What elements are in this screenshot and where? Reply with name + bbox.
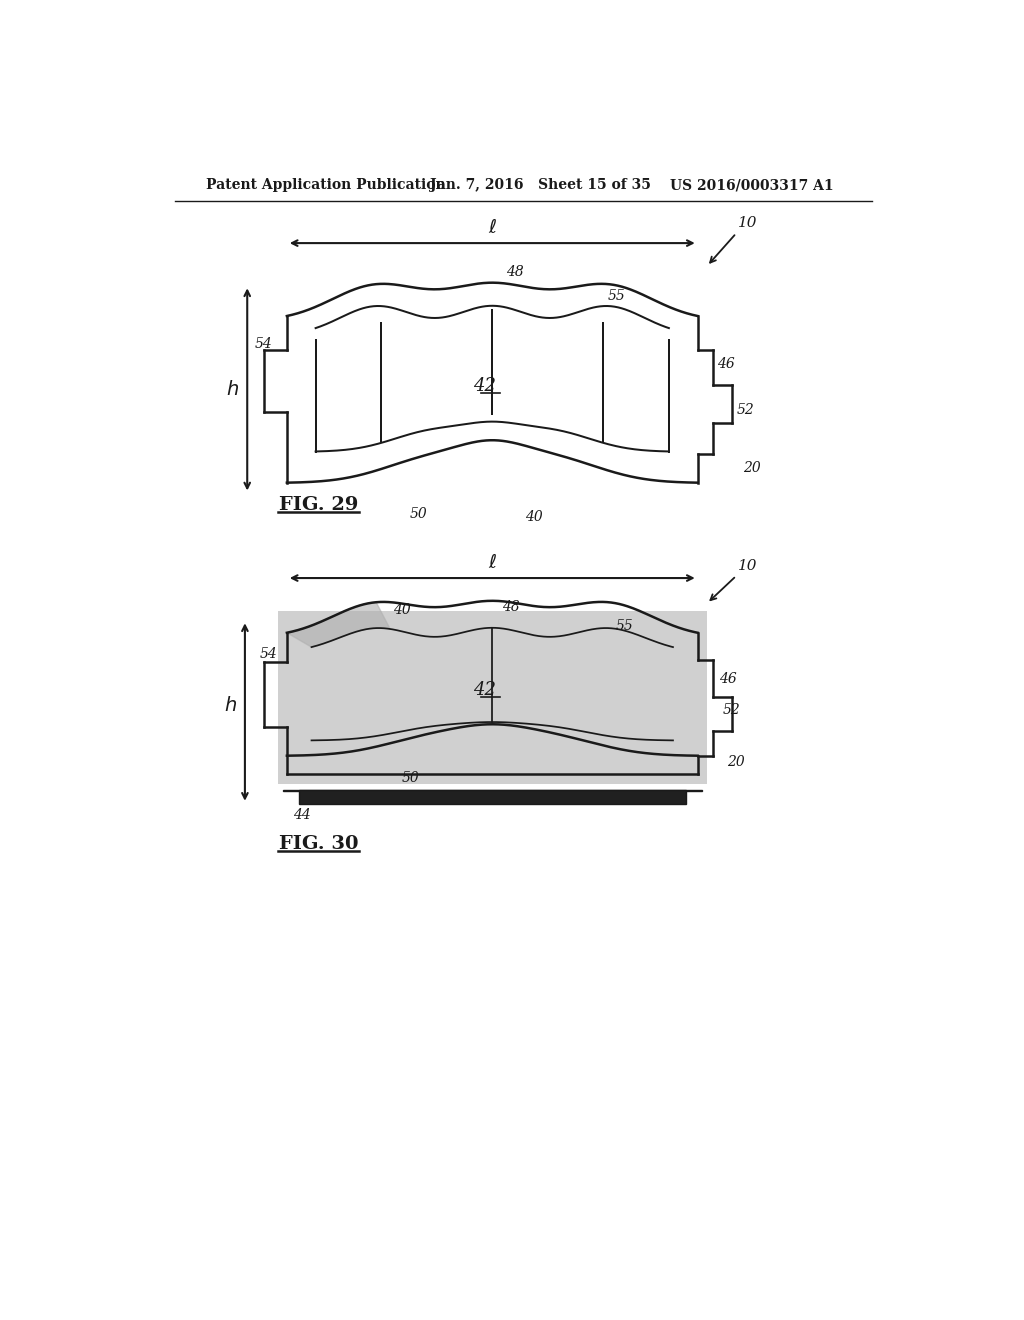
Text: 48: 48 (502, 601, 519, 614)
Text: 46: 46 (719, 672, 737, 686)
Text: 50: 50 (401, 771, 419, 784)
Polygon shape (287, 602, 390, 647)
Text: 54: 54 (260, 647, 278, 661)
Text: US 2016/0003317 A1: US 2016/0003317 A1 (671, 178, 835, 193)
Text: 54: 54 (255, 337, 273, 351)
Text: 48: 48 (506, 265, 524, 280)
Text: 40: 40 (393, 602, 411, 616)
Text: 52: 52 (736, 403, 754, 417)
Text: $h$: $h$ (226, 380, 240, 399)
Text: 10: 10 (738, 558, 758, 573)
Text: 50: 50 (410, 507, 427, 521)
Text: FIG. 29: FIG. 29 (280, 496, 358, 513)
Text: 20: 20 (727, 755, 744, 770)
Text: 10: 10 (738, 216, 758, 230)
Text: 46: 46 (717, 358, 735, 371)
Text: FIG. 30: FIG. 30 (280, 834, 358, 853)
Bar (299, 789, 686, 804)
Text: $\ell$: $\ell$ (487, 553, 497, 572)
Text: 40: 40 (525, 511, 543, 524)
Text: Patent Application Publication: Patent Application Publication (206, 178, 445, 193)
Text: $\ell$: $\ell$ (487, 218, 497, 238)
Text: 44: 44 (293, 808, 311, 821)
Text: 42: 42 (473, 681, 496, 698)
Text: Jan. 7, 2016   Sheet 15 of 35: Jan. 7, 2016 Sheet 15 of 35 (430, 178, 651, 193)
Text: 20: 20 (742, 462, 761, 475)
Text: 52: 52 (722, 702, 740, 717)
Bar (283, 789, 701, 792)
Text: 42: 42 (473, 376, 496, 395)
Text: 55: 55 (615, 619, 633, 632)
Text: 55: 55 (607, 289, 625, 304)
Bar (278, 611, 707, 784)
Text: $h$: $h$ (224, 696, 238, 714)
